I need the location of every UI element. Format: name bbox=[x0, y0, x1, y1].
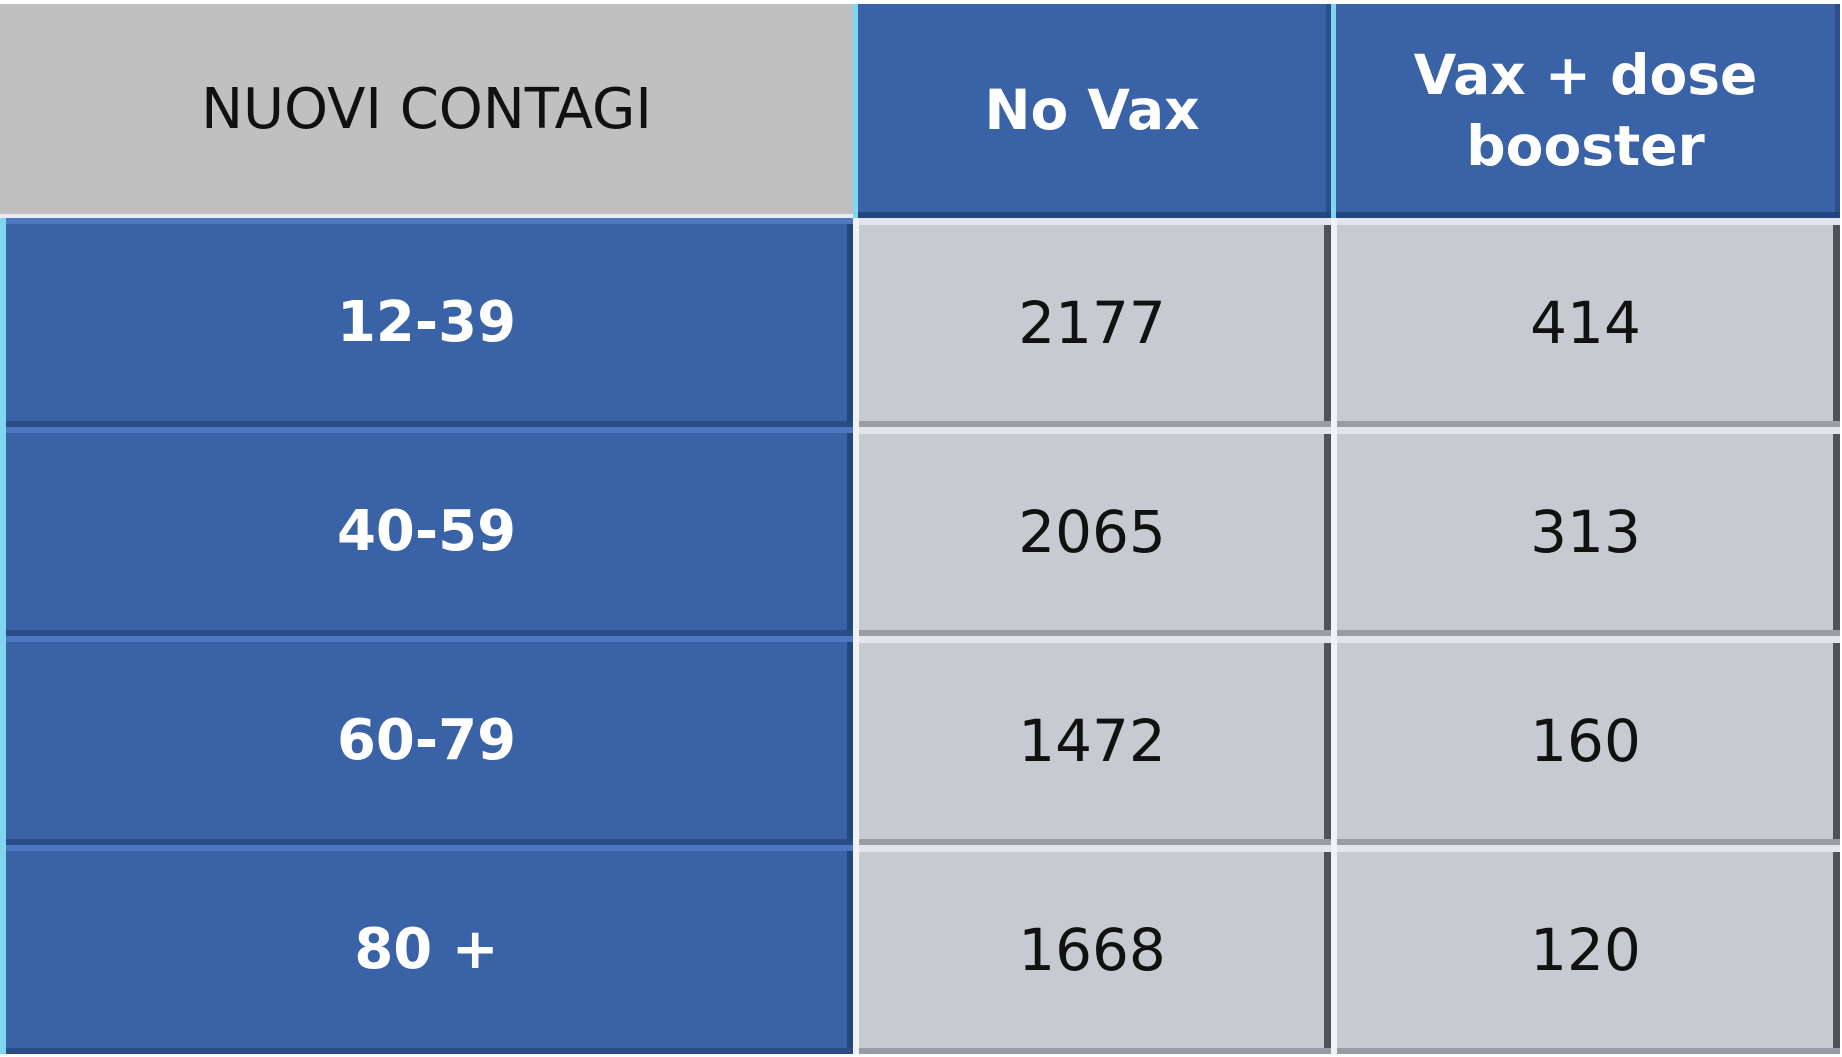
row-header: 60-79 bbox=[0, 636, 853, 845]
row-header: 80 + bbox=[0, 845, 853, 1054]
cell-value: 160 bbox=[1331, 636, 1840, 845]
cell-value: 414 bbox=[1331, 218, 1840, 427]
cell-value: 120 bbox=[1331, 845, 1840, 1054]
row-header: 40-59 bbox=[0, 427, 853, 636]
table: NUOVI CONTAGI No Vax Vax + dose booster … bbox=[0, 4, 1840, 1054]
row-header: 12-39 bbox=[0, 218, 853, 427]
column-header: No Vax bbox=[853, 4, 1331, 218]
table-title: NUOVI CONTAGI bbox=[0, 4, 853, 218]
cell-value: 2177 bbox=[853, 218, 1331, 427]
cell-value: 2065 bbox=[853, 427, 1331, 636]
cell-value: 1668 bbox=[853, 845, 1331, 1054]
cell-value: 313 bbox=[1331, 427, 1840, 636]
column-header: Vax + dose booster bbox=[1331, 4, 1840, 218]
cell-value: 1472 bbox=[853, 636, 1331, 845]
